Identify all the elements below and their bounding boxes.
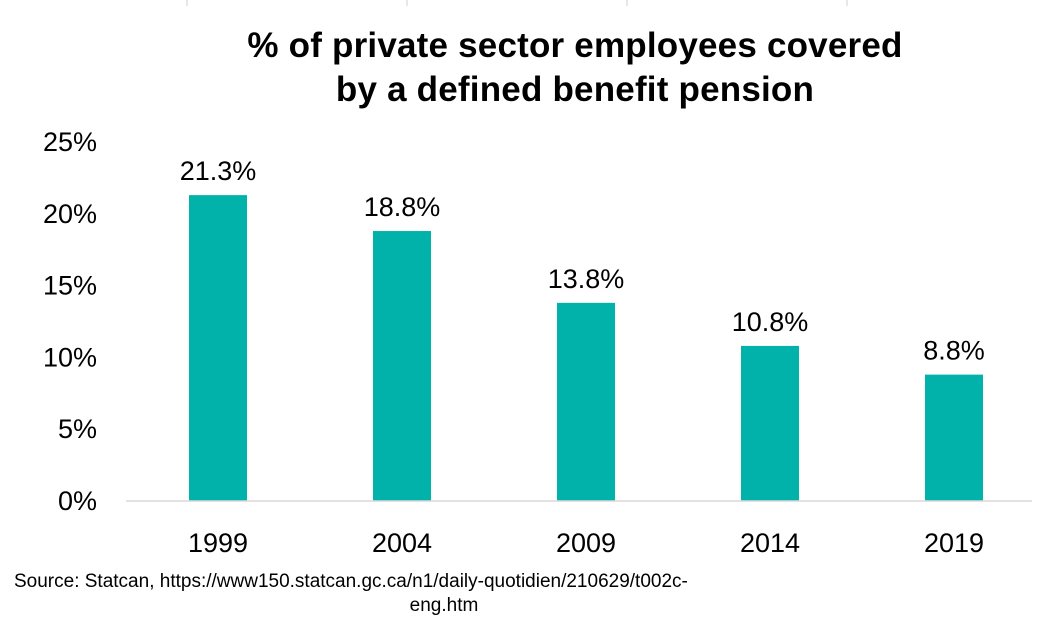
x-tick-label: 2019 (924, 528, 984, 558)
data-labels: 21.3% 18.8% 13.8% 10.8% 8.8% (180, 156, 985, 365)
y-tick-label: 0% (58, 486, 97, 516)
source-note: Source: Statcan, https://www150.statcan.… (14, 570, 874, 618)
data-label-2019: 8.8% (923, 336, 985, 366)
data-label-2014: 10.8% (732, 307, 809, 337)
y-axis: 0% 5% 10% 15% 20% 25% (43, 127, 97, 516)
bar-2019 (925, 374, 983, 501)
data-label-1999: 21.3% (180, 156, 257, 186)
source-line-2: eng.htm (409, 595, 479, 616)
data-label-2004: 18.8% (364, 192, 441, 222)
data-label-2009: 13.8% (548, 264, 625, 294)
y-tick-label: 25% (43, 127, 97, 157)
y-tick-label: 20% (43, 199, 97, 229)
bar-1999 (189, 195, 247, 501)
x-tick-label: 1999 (188, 528, 248, 558)
x-tick-label: 2009 (556, 528, 616, 558)
bar-2009 (557, 302, 615, 501)
chart-title-line-2: by a defined benefit pension (335, 70, 815, 109)
x-axis: 1999 2004 2009 2014 2019 (126, 500, 1032, 558)
x-tick-label: 2004 (372, 528, 432, 558)
bars (189, 195, 983, 502)
y-tick-label: 15% (43, 271, 97, 301)
source-line-1: Source: Statcan, https://www150.statcan.… (14, 571, 688, 592)
y-tick-label: 10% (43, 342, 97, 372)
y-tick-label: 5% (58, 414, 97, 444)
top-edge-ticks (186, 0, 848, 6)
bar-2004 (373, 231, 431, 502)
chart-title-line-1: % of private sector employees covered (247, 26, 903, 65)
x-tick-label: 2014 (740, 528, 800, 558)
bar-2014 (741, 345, 799, 501)
